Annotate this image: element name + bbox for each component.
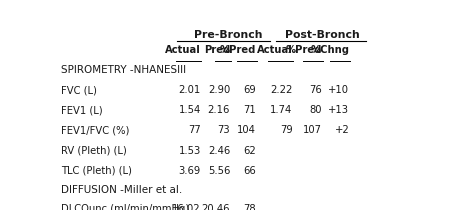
Text: FEV1/FVC (%): FEV1/FVC (%) xyxy=(61,125,129,135)
Text: 66: 66 xyxy=(243,166,256,176)
Text: +2: +2 xyxy=(335,125,349,135)
Text: 5.56: 5.56 xyxy=(208,166,230,176)
Text: 2.22: 2.22 xyxy=(270,85,292,95)
Text: Post-Bronch: Post-Bronch xyxy=(284,30,359,40)
Text: FEV1 (L): FEV1 (L) xyxy=(61,105,103,115)
Text: 104: 104 xyxy=(237,125,256,135)
Text: DLCOunc (ml/min/mmHg): DLCOunc (ml/min/mmHg) xyxy=(61,204,189,210)
Text: 1.53: 1.53 xyxy=(178,146,201,156)
Text: Pre-Bronch: Pre-Bronch xyxy=(194,30,263,40)
Text: 77: 77 xyxy=(188,125,201,135)
Text: 16.02: 16.02 xyxy=(172,204,201,210)
Text: %Pred: %Pred xyxy=(285,45,322,55)
Text: FVC (L): FVC (L) xyxy=(61,85,97,95)
Text: 107: 107 xyxy=(303,125,322,135)
Text: Actual: Actual xyxy=(257,45,292,55)
Text: %Chng: %Chng xyxy=(310,45,349,55)
Text: 69: 69 xyxy=(243,85,256,95)
Text: 79: 79 xyxy=(280,125,292,135)
Text: +13: +13 xyxy=(328,105,349,115)
Text: 62: 62 xyxy=(243,146,256,156)
Text: 2.01: 2.01 xyxy=(178,85,201,95)
Text: 1.54: 1.54 xyxy=(178,105,201,115)
Text: 71: 71 xyxy=(243,105,256,115)
Text: RV (Pleth) (L): RV (Pleth) (L) xyxy=(61,146,127,156)
Text: 2.46: 2.46 xyxy=(208,146,230,156)
Text: 1.74: 1.74 xyxy=(270,105,292,115)
Text: 3.69: 3.69 xyxy=(178,166,201,176)
Text: Actual: Actual xyxy=(165,45,201,55)
Text: 80: 80 xyxy=(310,105,322,115)
Text: 2.16: 2.16 xyxy=(208,105,230,115)
Text: 76: 76 xyxy=(309,85,322,95)
Text: 78: 78 xyxy=(243,204,256,210)
Text: Pred: Pred xyxy=(204,45,230,55)
Text: %Pred: %Pred xyxy=(219,45,256,55)
Text: DIFFUSION -Miller et al.: DIFFUSION -Miller et al. xyxy=(61,185,182,195)
Text: 20.46: 20.46 xyxy=(201,204,230,210)
Text: 2.90: 2.90 xyxy=(208,85,230,95)
Text: TLC (Pleth) (L): TLC (Pleth) (L) xyxy=(61,166,132,176)
Text: SPIROMETRY -NHANESIII: SPIROMETRY -NHANESIII xyxy=(61,65,186,75)
Text: +10: +10 xyxy=(328,85,349,95)
Text: 73: 73 xyxy=(218,125,230,135)
